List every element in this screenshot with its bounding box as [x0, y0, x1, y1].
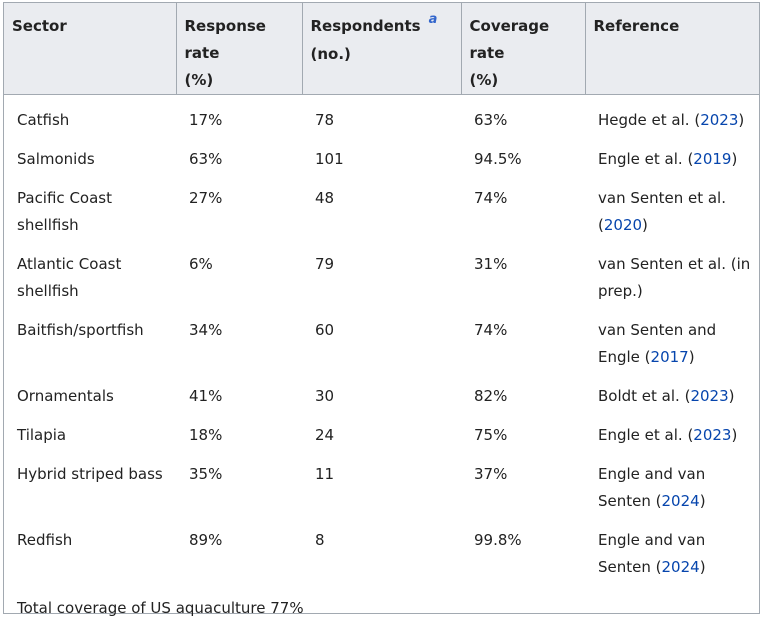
cell-sector: Pacific Coast shellfish [4, 185, 176, 251]
header-coverage-rate-label: Coverage rate [470, 17, 550, 62]
table-row: Catfish 17% 78 63% Hegde et al. (2023) [4, 95, 759, 147]
table-header: Sector Response rate (%) Respondents a (no.… [4, 3, 759, 95]
table-row: Salmonids 63% 101 94.5% Engle et al. (20… [4, 146, 759, 185]
reference-year-link[interactable]: 2024 [662, 492, 700, 510]
reference-close: ) [700, 558, 706, 576]
cell-respondents: 30 [302, 383, 461, 422]
reference-text: Engle et al. ( [598, 150, 693, 168]
reference-year-link[interactable]: 2023 [693, 426, 731, 444]
cell-coverage-rate: 94.5% [461, 146, 585, 185]
table-row: Hybrid striped bass 35% 11 37% Engle and… [4, 461, 759, 527]
cell-coverage-rate: 63% [461, 95, 585, 147]
cell-reference: Boldt et al. (2023) [585, 383, 759, 422]
reference-text: Engle et al. ( [598, 426, 693, 444]
cell-sector: Atlantic Coast shellfish [4, 251, 176, 317]
cell-reference: van Senten et al. (2020) [585, 185, 759, 251]
table-row: Atlantic Coast shellfish 6% 79 31% van S… [4, 251, 759, 317]
reference-year-link[interactable]: 2017 [651, 348, 689, 366]
reference-close: ) [689, 348, 695, 366]
cell-coverage-rate: 82% [461, 383, 585, 422]
reference-close: ) [738, 111, 744, 129]
total-coverage-text: Total coverage of US aquaculture 77% [4, 593, 759, 634]
header-response-rate-label: Response rate [185, 17, 266, 62]
header-sector-label: Sector [12, 17, 67, 35]
cell-response-rate: 34% [176, 317, 302, 383]
cell-reference: Engle et al. (2023) [585, 422, 759, 461]
cell-coverage-rate: 74% [461, 185, 585, 251]
cell-response-rate: 41% [176, 383, 302, 422]
cell-respondents: 78 [302, 95, 461, 147]
reference-close: ) [731, 426, 737, 444]
cell-respondents: 48 [302, 185, 461, 251]
aquaculture-survey-table-container: Sector Response rate (%) Respondents a (no.… [3, 2, 760, 614]
reference-year-link[interactable]: 2019 [693, 150, 731, 168]
reference-year-link[interactable]: 2020 [604, 216, 642, 234]
table-body: Catfish 17% 78 63% Hegde et al. (2023) S… [4, 95, 759, 634]
cell-sector: Tilapia [4, 422, 176, 461]
cell-response-rate: 63% [176, 146, 302, 185]
header-coverage-rate-unit: (%) [470, 71, 499, 89]
reference-year-link[interactable]: 2023 [690, 387, 728, 405]
cell-respondents: 79 [302, 251, 461, 317]
cell-sector: Redfish [4, 527, 176, 593]
header-respondents: Respondents a (no.) [302, 3, 461, 95]
cell-response-rate: 6% [176, 251, 302, 317]
cell-sector: Salmonids [4, 146, 176, 185]
table-row: Redfish 89% 8 99.8% Engle and van Senten… [4, 527, 759, 593]
reference-close: ) [729, 387, 735, 405]
cell-sector: Ornamentals [4, 383, 176, 422]
cell-reference: Engle and van Senten (2024) [585, 527, 759, 593]
reference-text: Boldt et al. ( [598, 387, 690, 405]
cell-reference: Hegde et al. (2023) [585, 95, 759, 147]
reference-year-link[interactable]: 2023 [700, 111, 738, 129]
cell-reference: Engle et al. (2019) [585, 146, 759, 185]
table-row: Ornamentals 41% 30 82% Boldt et al. (202… [4, 383, 759, 422]
reference-text: van Senten et al. (in prep.) [598, 255, 750, 300]
reference-text: Hegde et al. ( [598, 111, 700, 129]
cell-coverage-rate: 75% [461, 422, 585, 461]
header-reference: Reference [585, 3, 759, 95]
cell-sector: Hybrid striped bass [4, 461, 176, 527]
reference-year-link[interactable]: 2024 [662, 558, 700, 576]
footnote-marker-link[interactable]: a [429, 12, 438, 27]
cell-coverage-rate: 31% [461, 251, 585, 317]
reference-close: ) [642, 216, 648, 234]
reference-close: ) [731, 150, 737, 168]
table-row: Pacific Coast shellfish 27% 48 74% van S… [4, 185, 759, 251]
header-sector: Sector [4, 3, 176, 95]
cell-response-rate: 17% [176, 95, 302, 147]
reference-close: ) [700, 492, 706, 510]
cell-respondents: 11 [302, 461, 461, 527]
header-coverage-rate: Coverage rate (%) [461, 3, 585, 95]
total-row: Total coverage of US aquaculture 77% [4, 593, 759, 634]
cell-respondents: 101 [302, 146, 461, 185]
header-respondents-unit: (no.) [311, 45, 351, 63]
header-row: Sector Response rate (%) Respondents a (no.… [4, 3, 759, 95]
header-reference-label: Reference [594, 17, 680, 35]
cell-response-rate: 18% [176, 422, 302, 461]
header-response-rate-unit: (%) [185, 71, 214, 89]
cell-reference: van Senten et al. (in prep.) [585, 251, 759, 317]
cell-coverage-rate: 37% [461, 461, 585, 527]
cell-respondents: 60 [302, 317, 461, 383]
cell-sector: Baitfish/sportfish [4, 317, 176, 383]
table-row: Tilapia 18% 24 75% Engle et al. (2023) [4, 422, 759, 461]
header-respondents-label: Respondents [311, 17, 421, 35]
cell-response-rate: 89% [176, 527, 302, 593]
cell-reference: van Senten and Engle (2017) [585, 317, 759, 383]
cell-respondents: 24 [302, 422, 461, 461]
cell-sector: Catfish [4, 95, 176, 147]
cell-reference: Engle and van Senten (2024) [585, 461, 759, 527]
cell-coverage-rate: 74% [461, 317, 585, 383]
header-response-rate: Response rate (%) [176, 3, 302, 95]
cell-coverage-rate: 99.8% [461, 527, 585, 593]
table-row: Baitfish/sportfish 34% 60 74% van Senten… [4, 317, 759, 383]
cell-response-rate: 27% [176, 185, 302, 251]
aquaculture-survey-table: Sector Response rate (%) Respondents a (no.… [4, 3, 759, 634]
cell-respondents: 8 [302, 527, 461, 593]
cell-response-rate: 35% [176, 461, 302, 527]
